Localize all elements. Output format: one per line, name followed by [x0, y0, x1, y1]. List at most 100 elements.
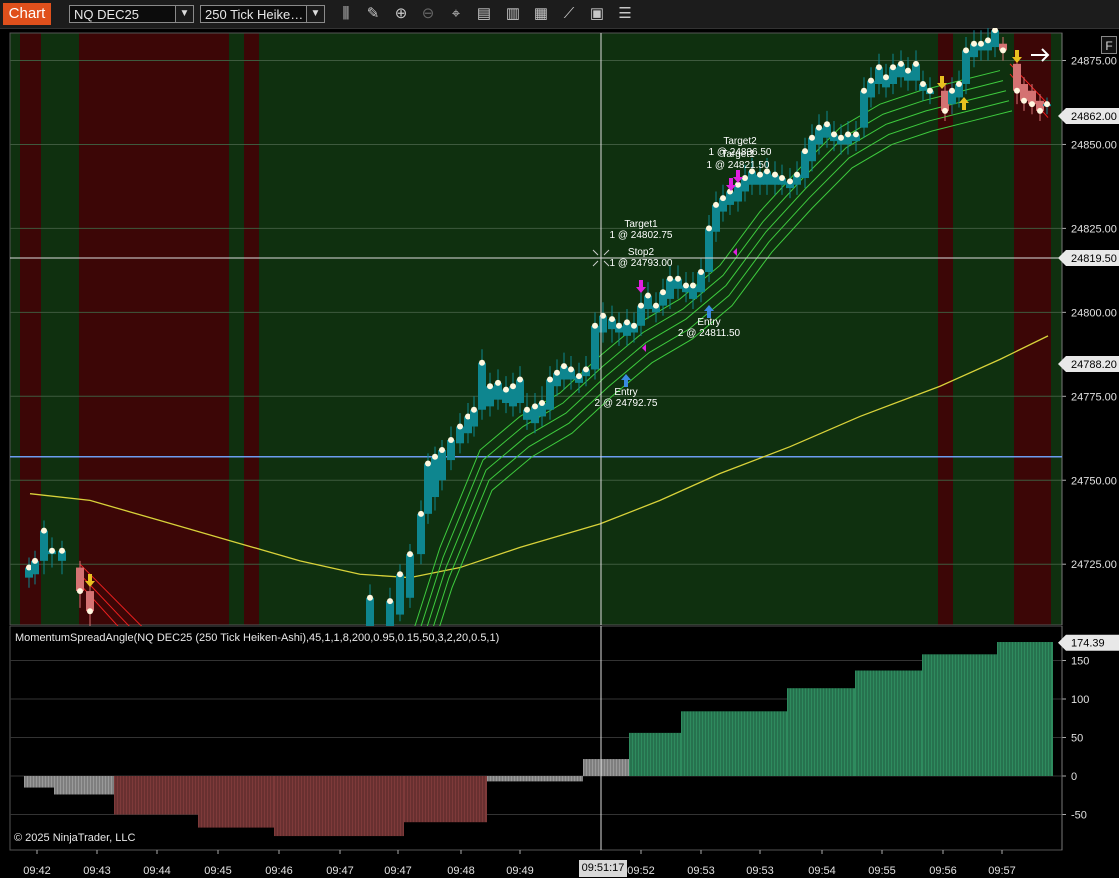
- trade-label-title: Target1: [721, 149, 755, 160]
- osc-tick-label: 50: [1071, 733, 1083, 745]
- candle-bullish: [808, 124, 816, 172]
- candle-bullish: [748, 157, 756, 195]
- trade-label-title: Entry: [697, 317, 720, 328]
- bar-style-icon[interactable]: ⫼: [342, 5, 350, 22]
- candle-bearish: [941, 84, 949, 121]
- trade-label-title: Target2: [723, 136, 757, 147]
- candle-bullish: [837, 124, 845, 155]
- candle-bullish: [778, 164, 786, 195]
- osc-tick-label: -50: [1071, 810, 1087, 822]
- candle-bearish: [1020, 77, 1028, 111]
- candle-bullish: [591, 312, 599, 380]
- time-tick-label: 09:45: [204, 865, 232, 877]
- candle-bullish: [793, 161, 801, 195]
- candle-bullish: [844, 120, 852, 155]
- candle-bearish: [1036, 94, 1044, 121]
- histogram-segment: [114, 776, 198, 815]
- cursor-time-label: 09:51:17: [579, 860, 627, 877]
- crosshair-icon[interactable]: ⌖: [451, 5, 461, 22]
- indicators-icon[interactable]: ▥: [505, 5, 521, 22]
- candle-bearish: [76, 560, 84, 608]
- candle-bullish: [867, 67, 875, 108]
- svg-text:24862.00: 24862.00: [1071, 111, 1117, 123]
- chart-tab[interactable]: Chart: [3, 3, 51, 25]
- properties-icon[interactable]: ☰: [618, 5, 632, 22]
- bar-type-selector[interactable]: 250 Tick Heike… ▼: [200, 5, 325, 23]
- chevron-down-icon[interactable]: ▼: [175, 6, 193, 22]
- candle-bullish: [904, 57, 912, 91]
- histogram-segment: [629, 732, 681, 776]
- price-tick-label: 24775.00: [1071, 391, 1117, 403]
- zoom-in-icon[interactable]: ⊕: [394, 5, 408, 22]
- trade-label-detail: 1 @ 24821.50: [707, 160, 770, 171]
- scroll-right-arrow-icon: [1031, 48, 1050, 62]
- histogram-segment: [404, 776, 487, 823]
- oscillator-panel[interactable]: 150 100 50 0 -50 174.39 09:42 09:43 09:44 09:45 09…: [0, 626, 1119, 878]
- price-panel[interactable]: 24875.00 24850.00 24825.00 24800.00 24775.00…: [0, 28, 1119, 626]
- f-button[interactable]: F: [1101, 36, 1117, 54]
- ribbon-line: [426, 90, 1007, 626]
- candle-bullish: [801, 137, 809, 189]
- data-box-icon[interactable]: ▤: [476, 5, 492, 22]
- candle-bullish: [1043, 97, 1051, 115]
- candle-bullish: [882, 63, 890, 98]
- candle-bullish: [366, 584, 374, 626]
- candle-bullish: [417, 500, 425, 565]
- instrument-value: NQ DEC25: [74, 7, 140, 22]
- candle-bullish: [25, 557, 33, 588]
- red-session-zone: [79, 33, 229, 625]
- candle-bullish: [756, 161, 764, 195]
- histogram-segment: [997, 642, 1053, 776]
- candle-bearish: [86, 584, 94, 626]
- price-tick-label: 24875.00: [1071, 56, 1117, 68]
- candle-bullish: [666, 265, 674, 309]
- candle-bullish: [962, 36, 970, 95]
- time-tick-label: 09:57: [988, 865, 1016, 877]
- price-tick-label: 24825.00: [1071, 223, 1117, 235]
- candle-bullish: [494, 369, 502, 410]
- candle-bullish: [31, 550, 39, 585]
- svg-text:24819.50: 24819.50: [1071, 253, 1117, 265]
- candle-bullish: [48, 537, 56, 568]
- entry-arrow-icon: [704, 305, 714, 318]
- templates-icon[interactable]: ▣: [589, 5, 605, 22]
- candle-bullish: [830, 120, 838, 152]
- strategies-icon[interactable]: ▦: [533, 5, 549, 22]
- candle-bullish: [58, 540, 66, 575]
- chevron-down-icon[interactable]: ▼: [306, 6, 324, 22]
- signal-down-arrow-icon: [85, 574, 95, 587]
- candle-bullish: [852, 120, 860, 152]
- candle-bullish: [40, 520, 48, 575]
- candle-bullish: [712, 191, 720, 242]
- histogram-segment: [54, 776, 114, 795]
- candle-bullish: [674, 265, 682, 299]
- candle-bearish: [1028, 84, 1036, 115]
- time-tick-label: 09:47: [384, 865, 412, 877]
- red-session-zone: [938, 33, 953, 625]
- ema-line: [29, 335, 1049, 579]
- indicator-label: MomentumSpreadAngle(NQ DEC25 (250 Tick H…: [15, 632, 500, 644]
- cursor-price-flag: 24819.50: [1058, 250, 1119, 266]
- entry-arrow-icon: [621, 374, 631, 387]
- draw-tool-icon[interactable]: ✎: [366, 5, 380, 22]
- ema-price-flag: 24788.20: [1058, 356, 1119, 372]
- time-tick-label: 09:43: [83, 865, 111, 877]
- candle-bullish: [582, 356, 590, 387]
- chart-toolbar: Chart NQ DEC25 ▼ 250 Tick Heike… ▼ ⫼ ✎ ⊕…: [0, 0, 1119, 29]
- red-session-zone: [244, 33, 259, 625]
- price-tick-label: 24850.00: [1071, 139, 1117, 151]
- candle-bullish: [516, 366, 524, 414]
- chart-trader-icon[interactable]: ⟋: [563, 5, 575, 22]
- candle-bullish: [875, 53, 883, 95]
- candle-bullish: [889, 53, 897, 95]
- candle-bullish: [531, 392, 539, 434]
- candle-bullish: [823, 110, 831, 148]
- stop-marker-icon: [642, 344, 646, 352]
- candle-bullish: [567, 356, 575, 390]
- zoom-out-icon[interactable]: ⊖: [421, 5, 435, 22]
- candle-bullish: [984, 28, 992, 61]
- candle-bullish: [919, 70, 927, 101]
- candle-bullish: [470, 396, 478, 437]
- instrument-selector[interactable]: NQ DEC25 ▼: [69, 5, 194, 23]
- candle-bullish: [705, 214, 713, 283]
